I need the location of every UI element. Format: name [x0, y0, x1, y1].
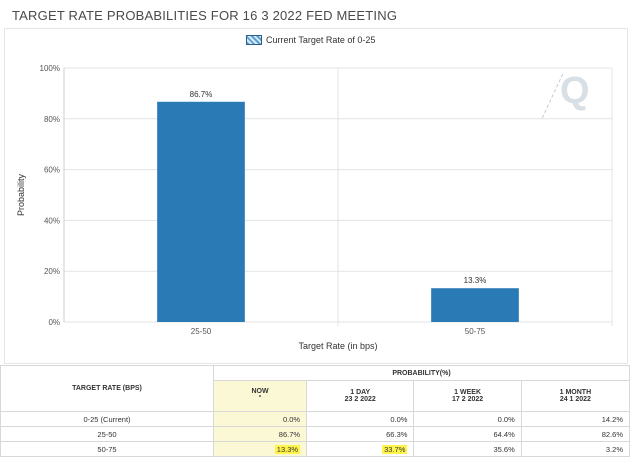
probability-cell: 0.0%: [306, 411, 415, 427]
chart-legend[interactable]: Current Target Rate of 0-25: [246, 35, 375, 45]
target-rate-header: TARGET RATE (BPS): [0, 365, 214, 412]
probability-cell: 86.7%: [212, 426, 308, 442]
probability-header: PROBABILITY(%): [213, 365, 630, 381]
page-title: TARGET RATE PROBABILITIES FOR 16 3 2022 …: [12, 8, 398, 23]
x-axis-ticks: 25-50 50-75: [191, 327, 486, 336]
probability-cell: 0.0%: [212, 411, 308, 427]
bar-chart: 0% 20% 40% 60% 80% 100% 86.7% 13.3% 25-50 50-75…: [16, 64, 613, 351]
bar-25-50: [157, 101, 245, 322]
y-axis-title: Probability: [16, 173, 26, 216]
data-label: 13.3%: [464, 276, 487, 285]
table-row: 0-25 (Current) 0.0% 0.0% 0.0% 14.2%: [0, 411, 630, 427]
legend-swatch: [246, 35, 262, 45]
col-header: NOW *: [212, 380, 308, 412]
rate-label: 50-75: [0, 441, 214, 457]
probability-cell: 14.2%: [520, 411, 630, 427]
col-header: 1 WEEK 17 2 2022: [413, 380, 522, 412]
y-axis-ticks: 0% 20% 40% 60% 80% 100%: [40, 64, 60, 327]
y-tick-label: 40%: [44, 216, 60, 225]
x-axis-title: Target Rate (in bps): [298, 341, 377, 351]
y-tick-label: 80%: [44, 115, 60, 124]
grid-lines: [63, 67, 613, 326]
probability-cell: 0.0%: [413, 411, 522, 427]
probability-cell: 33.7%: [306, 441, 415, 457]
rate-label: 25-50: [0, 426, 214, 442]
chart-panel: [4, 28, 628, 364]
probability-cell: 64.4%: [413, 426, 522, 442]
x-tick-label: 25-50: [191, 327, 212, 336]
y-tick-label: 100%: [40, 64, 60, 73]
legend-label: Current Target Rate of 0-25: [266, 35, 376, 45]
bar-50-75: [431, 288, 519, 322]
col-header: 1 MONTH 24 1 2022: [520, 380, 630, 412]
col-header: 1 DAY 23 2 2022: [306, 380, 415, 412]
probability-cell: 35.6%: [413, 441, 522, 457]
probability-cell: 82.6%: [520, 426, 630, 442]
table-row: 25-50 86.7% 66.3% 64.4% 82.6%: [0, 426, 630, 442]
probability-cell: 3.2%: [520, 441, 630, 457]
data-label: 86.7%: [190, 90, 213, 99]
y-tick-label: 0%: [48, 318, 60, 327]
y-tick-label: 20%: [44, 267, 60, 276]
probability-table: TARGET RATE (BPS) PROBABILITY(%) NOW * 1 D…: [0, 365, 630, 457]
probability-cell: 66.3%: [306, 426, 415, 442]
y-tick-label: 60%: [44, 166, 60, 175]
watermark-logo: Q: [560, 70, 590, 112]
table-row: 50-75 13.3% 33.7% 35.6% 3.2%: [0, 441, 630, 457]
bars: 86.7% 13.3%: [157, 90, 519, 322]
rate-label: 0-25 (Current): [0, 411, 214, 427]
x-tick-label: 50-75: [465, 327, 486, 336]
probability-cell: 13.3%: [212, 441, 308, 457]
